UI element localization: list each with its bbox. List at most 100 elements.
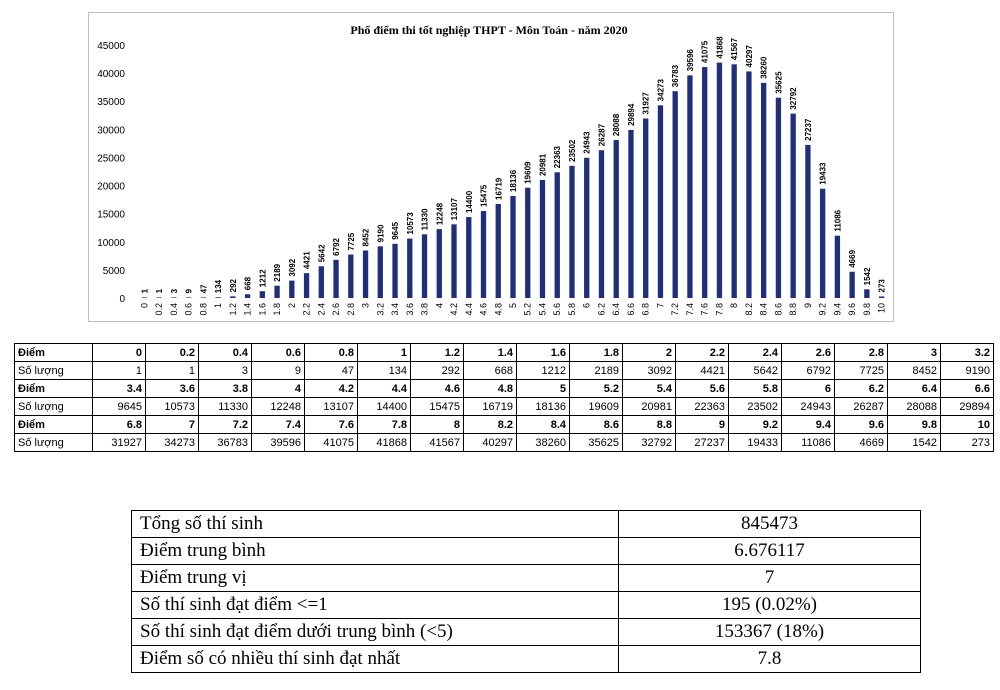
- x-tick-label: 1.6: [257, 303, 267, 316]
- summary-label: Điểm trung bình: [131, 537, 619, 565]
- summary-value: 7.8: [618, 645, 921, 673]
- count-cell: 20981: [622, 397, 676, 416]
- data-label: 1542: [863, 267, 872, 285]
- bar: [569, 165, 575, 298]
- score-cell: 1.8: [569, 343, 623, 362]
- x-tick-label: 1.2: [228, 303, 238, 316]
- data-label: 5642: [317, 244, 326, 262]
- y-tick-label: 45000: [97, 41, 125, 52]
- x-tick-label: 9.4: [832, 303, 842, 316]
- count-cell: 31927: [92, 433, 146, 452]
- score-distribution-table: Điểm 0 0.2 0.4 0.6 0.8 1 1.2 1.4 1.6 1.8 2 2.2 2.4 2.6…: [14, 343, 994, 452]
- score-cell: 3.4: [92, 379, 146, 398]
- score-cell: 0.8: [304, 343, 358, 362]
- y-tick-label: 15000: [97, 210, 125, 221]
- chart-title: Phổ điểm thi tốt nghiệp THPT - Môn Toán …: [350, 23, 627, 37]
- count-cell: 5642: [728, 361, 782, 380]
- bar: [702, 67, 708, 298]
- score-cell: 9.8: [887, 415, 941, 434]
- count-cell: 35625: [569, 433, 623, 452]
- bar: [466, 217, 472, 298]
- x-tick-label: 2.2: [302, 303, 312, 316]
- score-cell: 4.2: [304, 379, 358, 398]
- score-cell: 5.2: [569, 379, 623, 398]
- x-tick-label: 9.2: [818, 303, 828, 316]
- data-label: 27237: [804, 118, 813, 141]
- count-cell: 3: [198, 361, 252, 380]
- bar: [775, 97, 782, 298]
- data-label: 15475: [480, 184, 489, 207]
- score-cell: 1.4: [463, 343, 517, 362]
- count-row: Số lượng 1 1 3 9 47 134 292 668 1212 2189 3092 4421 5…: [14, 361, 994, 380]
- bar: [421, 234, 428, 298]
- data-label: 1: [155, 288, 164, 293]
- bar: [318, 266, 324, 298]
- count-row: Số lượng 31927 34273 36783 39596 41075 41868 41…: [14, 433, 994, 452]
- data-label: 8452: [362, 228, 371, 246]
- count-cell: 4669: [834, 433, 888, 452]
- score-cell: 7.8: [357, 415, 411, 434]
- score-cell: 8.6: [569, 415, 623, 434]
- data-label: 20981: [538, 153, 547, 176]
- bar: [834, 235, 841, 298]
- bar: [805, 144, 811, 298]
- x-tick-label: 6.6: [626, 303, 636, 316]
- y-tick-label: 5000: [103, 266, 126, 277]
- count-cell: 273: [940, 433, 994, 452]
- bar: [761, 82, 767, 299]
- score-cell: 0.6: [251, 343, 305, 362]
- score-cell: 2.6: [781, 343, 835, 362]
- data-label: 31927: [642, 92, 651, 115]
- data-label: 11086: [833, 209, 842, 231]
- data-label: 13107: [450, 198, 459, 221]
- bar: [141, 297, 148, 298]
- count-cell: 668: [463, 361, 517, 380]
- y-tick-label: 20000: [97, 182, 125, 193]
- bar: [746, 71, 752, 298]
- score-cell: 1: [357, 343, 411, 362]
- x-tick-label: 5: [508, 303, 518, 308]
- summary-label: Số thí sinh đạt điểm <=1: [131, 591, 619, 619]
- x-tick-label: 9.8: [862, 303, 872, 316]
- summary-label: Tổng số thí sinh: [131, 510, 619, 538]
- score-cell: 6: [781, 379, 835, 398]
- bar: [716, 62, 723, 299]
- count-cell: 39596: [251, 433, 305, 452]
- score-cell: 2: [622, 343, 676, 362]
- data-label: 12248: [435, 202, 444, 225]
- data-label: 14400: [465, 190, 474, 213]
- count-cell: 6792: [781, 361, 835, 380]
- bar: [362, 250, 369, 298]
- bar: [348, 254, 354, 298]
- count-cell: 26287: [834, 397, 888, 416]
- bar: [185, 297, 192, 298]
- x-tick-label: 8.2: [744, 303, 754, 316]
- count-cell: 10573: [145, 397, 199, 416]
- data-label: 134: [214, 279, 223, 293]
- count-cell: 1: [145, 361, 199, 380]
- summary-row: Tổng số thí sinh 845473: [131, 510, 921, 538]
- score-cell: 0.2: [145, 343, 199, 362]
- bar: [628, 129, 634, 298]
- bar: [598, 150, 605, 298]
- bar: [171, 297, 177, 298]
- summary-label: Điểm số có nhiều thí sinh đạt nhất: [131, 645, 619, 673]
- count-row-header: Số lượng: [14, 433, 93, 452]
- x-tick-label: 3.4: [390, 303, 400, 316]
- score-row-header: Điểm: [14, 343, 93, 362]
- score-cell: 7.4: [251, 415, 305, 434]
- y-tick-label: 35000: [97, 97, 125, 108]
- count-cell: 47: [304, 361, 358, 380]
- data-label: 19609: [524, 161, 533, 184]
- bar: [244, 294, 251, 298]
- count-cell: 36783: [198, 433, 252, 452]
- x-tick-label: 9.6: [847, 303, 857, 316]
- x-tick-label: 6.2: [596, 303, 606, 316]
- count-cell: 29894: [940, 397, 994, 416]
- score-cell: 4.6: [410, 379, 464, 398]
- x-tick-label: 4.4: [464, 303, 474, 316]
- chart-panel: Phổ điểm thi tốt nghiệp THPT - Môn Toán …: [88, 12, 894, 322]
- x-tick-label: 0.2: [154, 303, 164, 316]
- bar: [525, 187, 531, 298]
- score-cell: 7: [145, 415, 199, 434]
